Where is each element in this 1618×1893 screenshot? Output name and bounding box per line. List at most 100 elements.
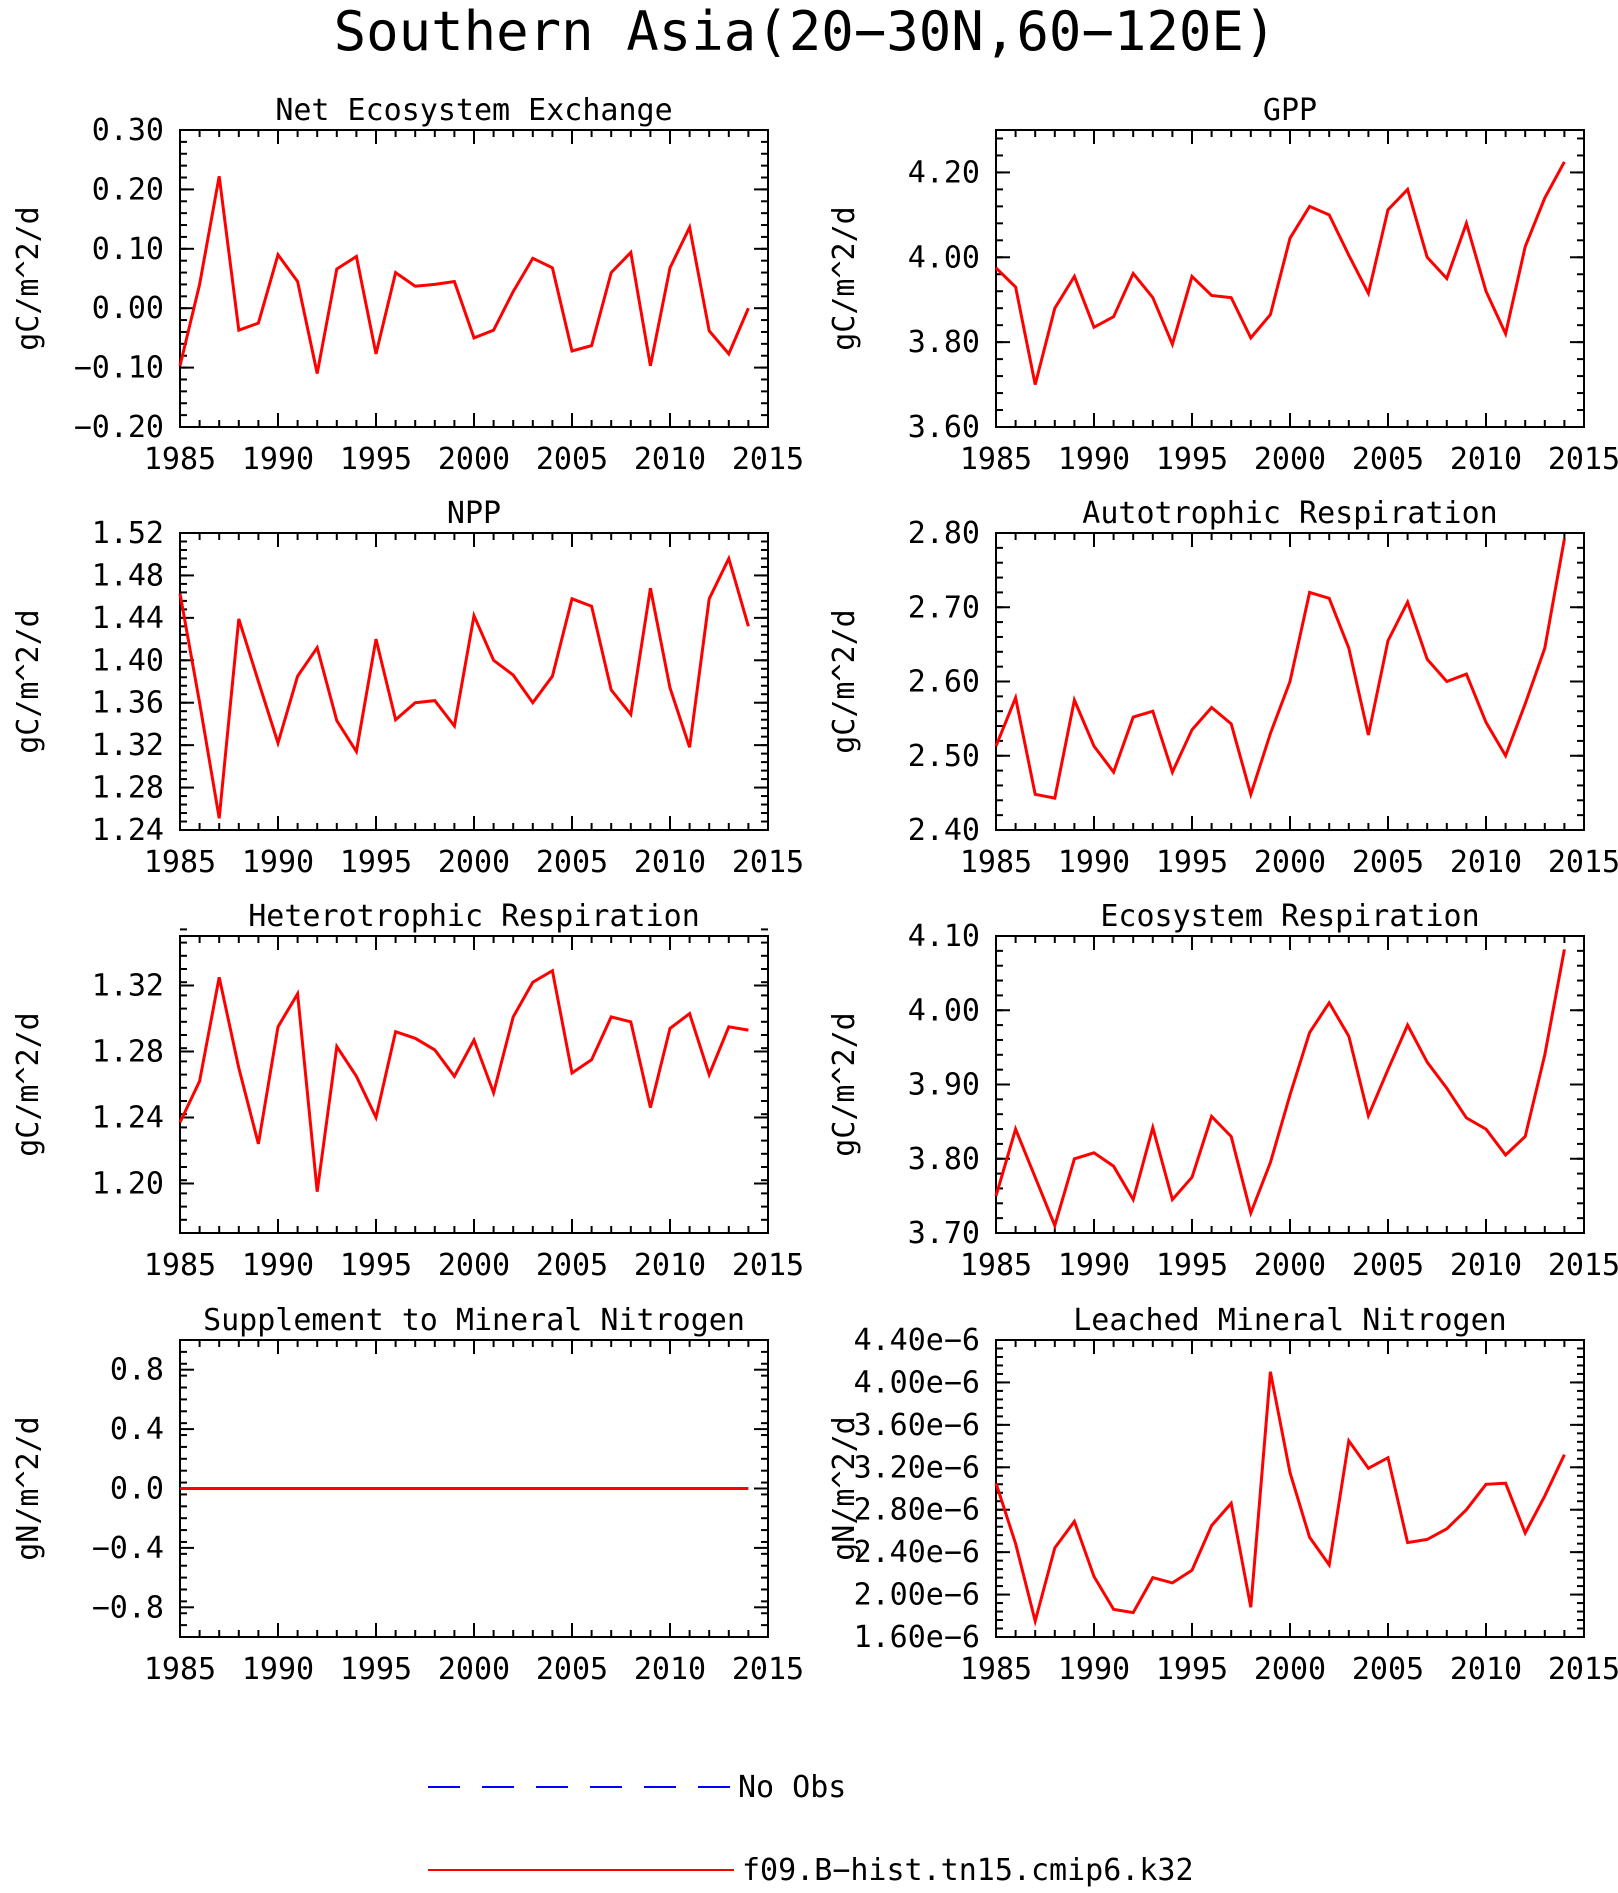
- y-tick-label: 0.30: [92, 113, 164, 148]
- panel-title: Heterotrophic Respiration: [248, 899, 700, 934]
- x-tick-label: 1985: [144, 442, 216, 477]
- x-tick-label: 1985: [960, 1248, 1032, 1283]
- x-tick-label: 1995: [340, 845, 412, 880]
- panel-title: Supplement to Mineral Nitrogen: [203, 1303, 745, 1338]
- y-axis-label: gC/m^2/d: [11, 609, 46, 754]
- y-tick-label: 0.8: [110, 1353, 164, 1388]
- x-tick-label: 1990: [242, 845, 314, 880]
- y-tick-label: 1.24: [92, 813, 164, 848]
- y-axis-label: gC/m^2/d: [11, 206, 46, 351]
- x-tick-label: 2005: [536, 845, 608, 880]
- panel-4: Autotrophic Respiration gC/m^2/d 1985 1990 1…: [827, 496, 1618, 880]
- x-tick-label: 1990: [242, 1652, 314, 1687]
- y-tick-label: 1.20: [92, 1167, 164, 1202]
- y-tick-label: 1.52: [92, 516, 164, 551]
- x-tick-label: 1995: [1156, 1652, 1228, 1687]
- series-line: [994, 1371, 1566, 1628]
- x-tick-label: 2000: [1254, 845, 1326, 880]
- y-tick-label: 1.28: [92, 1035, 164, 1070]
- x-tick-label: 2010: [634, 442, 706, 477]
- y-tick-label: 3.90: [908, 1068, 980, 1103]
- plot-frame: [995, 1339, 1585, 1638]
- y-tick-label: 3.80: [908, 1142, 980, 1177]
- y-tick-label: −0.10: [74, 351, 164, 386]
- y-tick-label: 0.0: [110, 1472, 164, 1507]
- y-tick-label: 4.00e−6: [854, 1365, 980, 1400]
- x-tick-label: 2010: [1450, 1652, 1522, 1687]
- y-tick-label: −0.4: [92, 1531, 164, 1566]
- x-tick-label: 2005: [536, 442, 608, 477]
- panel-title: Autotrophic Respiration: [1082, 496, 1497, 531]
- x-tick-label: 1995: [340, 1248, 412, 1283]
- x-tick-label: 2015: [732, 1248, 804, 1283]
- x-tick-label: 1985: [144, 845, 216, 880]
- x-tick-label: 2000: [438, 1652, 510, 1687]
- x-tick-label: 2005: [1352, 442, 1424, 477]
- legend-model-label: f09.B−hist.tn15.cmip6.k32: [742, 1853, 1194, 1888]
- x-tick-label: 2015: [732, 442, 804, 477]
- y-tick-label: 2.70: [908, 590, 980, 625]
- x-tick-label: 1990: [1058, 1652, 1130, 1687]
- x-tick-label: 1985: [144, 1248, 216, 1283]
- x-tick-label: 1985: [960, 845, 1032, 880]
- y-tick-label: 1.32: [92, 728, 164, 763]
- panel-title: Net Ecosystem Exchange: [275, 93, 672, 128]
- x-tick-label: 2015: [1548, 845, 1618, 880]
- panel-6: Ecosystem Respiration gC/m^2/d 1985 1990 199…: [827, 899, 1618, 1283]
- legend-no-obs-label: No Obs: [738, 1770, 846, 1805]
- y-tick-label: 4.00: [908, 993, 980, 1028]
- y-tick-label: 3.80: [908, 325, 980, 360]
- y-tick-label: 4.10: [908, 919, 980, 954]
- y-tick-label: 1.60e−6: [854, 1620, 980, 1655]
- y-tick-label: −0.20: [74, 410, 164, 445]
- x-tick-label: 2000: [438, 442, 510, 477]
- panel-8: Leached Mineral Nitrogen gN/m^2/d 1985 1990…: [827, 1303, 1618, 1687]
- x-tick-label: 1995: [340, 1652, 412, 1687]
- y-tick-label: 4.00: [908, 240, 980, 275]
- x-tick-label: 2005: [1352, 1248, 1424, 1283]
- y-tick-label: 3.70: [908, 1216, 980, 1251]
- y-tick-label: 1.40: [92, 643, 164, 678]
- y-axis-label: gC/m^2/d: [11, 1012, 46, 1157]
- panel-title: Leached Mineral Nitrogen: [1073, 1303, 1506, 1338]
- x-tick-label: 2015: [1548, 1248, 1618, 1283]
- panel-7: Supplement to Mineral Nitrogen gN/m^2/d 19…: [11, 1303, 804, 1687]
- x-tick-label: 2000: [438, 845, 510, 880]
- y-tick-label: 3.20e−6: [854, 1450, 980, 1485]
- x-tick-label: 1990: [1058, 845, 1130, 880]
- x-tick-label: 2005: [1352, 1652, 1424, 1687]
- legend: No Obs f09.B−hist.tn15.cmip6.k32: [428, 1770, 1194, 1888]
- x-tick-label: 2010: [634, 1248, 706, 1283]
- panel-3: NPP gC/m^2/d 1985 1990 1995 2000 2005 2010 2015 1…: [11, 496, 804, 880]
- x-tick-label: 2005: [1352, 845, 1424, 880]
- x-tick-label: 1985: [144, 1652, 216, 1687]
- y-tick-label: 1.36: [92, 686, 164, 721]
- x-tick-label: 2000: [438, 1248, 510, 1283]
- panel-title: Ecosystem Respiration: [1100, 899, 1479, 934]
- x-tick-label: 2005: [536, 1652, 608, 1687]
- y-axis-label: gC/m^2/d: [827, 1012, 862, 1157]
- x-tick-label: 2000: [1254, 1652, 1326, 1687]
- y-tick-label: 1.32: [92, 969, 164, 1004]
- panel-title: GPP: [1263, 93, 1317, 128]
- y-tick-label: 4.40e−6: [854, 1323, 980, 1358]
- x-tick-label: 1990: [242, 442, 314, 477]
- x-tick-label: 1995: [1156, 442, 1228, 477]
- y-axis-label: gC/m^2/d: [827, 609, 862, 754]
- y-axis-label: gN/m^2/d: [11, 1416, 46, 1561]
- x-tick-label: 2015: [732, 1652, 804, 1687]
- y-tick-label: 2.80: [908, 516, 980, 551]
- series-line: [178, 554, 750, 819]
- x-tick-label: 2010: [1450, 442, 1522, 477]
- x-tick-label: 2010: [1450, 845, 1522, 880]
- y-tick-label: 0.20: [92, 172, 164, 207]
- y-tick-label: 2.40: [908, 813, 980, 848]
- x-tick-label: 2015: [1548, 1652, 1618, 1687]
- x-tick-label: 1990: [1058, 442, 1130, 477]
- panel-1: Net Ecosystem Exchange gC/m^2/d 1985 1990 19…: [11, 93, 804, 477]
- y-tick-label: 2.00e−6: [854, 1578, 980, 1613]
- figure-title: Southern Asia(20−30N,60−120E): [334, 0, 1277, 63]
- y-tick-label: 2.80e−6: [854, 1493, 980, 1528]
- x-tick-label: 1995: [1156, 845, 1228, 880]
